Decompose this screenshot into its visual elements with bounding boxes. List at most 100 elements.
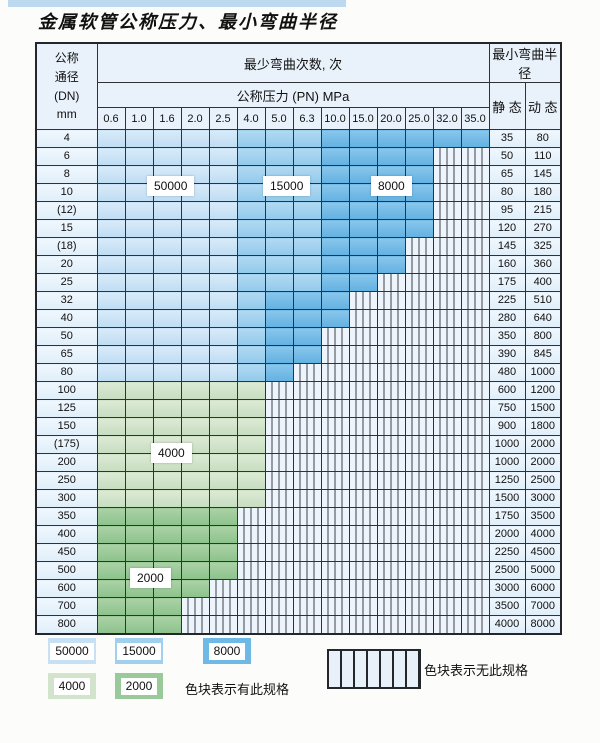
no-spec-cell xyxy=(432,543,462,562)
dn-cell: 20 xyxy=(35,255,98,274)
dynamic-radius-cell: 215 xyxy=(524,201,562,220)
no-spec-cell xyxy=(432,435,462,454)
no-spec-cell xyxy=(376,345,406,364)
spec-cell xyxy=(180,129,210,148)
spec-cell xyxy=(124,183,154,202)
table-row: 250 1250 2500 xyxy=(35,471,562,490)
no-spec-cell xyxy=(432,255,462,274)
dynamic-radius-cell: 1800 xyxy=(524,417,562,436)
no-spec-cell xyxy=(376,291,406,310)
legend-swatch-8000-label: 8000 xyxy=(208,642,246,660)
spec-cell xyxy=(124,273,154,292)
dynamic-radius-cell: 2500 xyxy=(524,471,562,490)
no-spec-cell xyxy=(320,363,350,382)
spec-cell xyxy=(348,219,378,238)
spec-cell xyxy=(236,291,266,310)
bend-cycles-header: 最少弯曲次数, 次 xyxy=(96,42,490,83)
no-spec-cell xyxy=(460,363,490,382)
legend-no-spec-hatch-box xyxy=(327,649,421,689)
no-spec-cell xyxy=(348,345,378,364)
static-radius-cell: 80 xyxy=(488,183,526,202)
table-row: 25 175 400 xyxy=(35,273,562,292)
spec-cell xyxy=(432,129,462,148)
table-row: 100 600 1200 xyxy=(35,381,562,400)
spec-cell xyxy=(320,237,350,256)
no-spec-cell xyxy=(404,579,434,598)
spec-cell xyxy=(152,345,182,364)
table-row: 6 50 110 xyxy=(35,147,562,166)
no-spec-cell xyxy=(432,183,462,202)
spec-cell xyxy=(96,399,126,418)
spec-cell xyxy=(264,309,294,328)
spec-cell xyxy=(124,417,154,436)
no-spec-cell xyxy=(236,615,266,635)
spec-cell xyxy=(236,489,266,508)
spec-cell xyxy=(124,129,154,148)
no-spec-cell xyxy=(320,381,350,400)
table-row: (12) 95 215 xyxy=(35,201,562,220)
dynamic-radius-cell: 180 xyxy=(524,183,562,202)
spec-cell xyxy=(236,471,266,490)
no-spec-cell xyxy=(320,345,350,364)
spec-cell xyxy=(348,129,378,148)
zone-label-2000: 2000 xyxy=(130,568,171,588)
spec-cell xyxy=(264,327,294,346)
spec-cell xyxy=(208,525,238,544)
spec-cell xyxy=(124,525,154,544)
dn-cell: 150 xyxy=(35,417,98,436)
no-spec-cell xyxy=(264,471,294,490)
spec-cell xyxy=(124,255,154,274)
no-spec-cell xyxy=(432,291,462,310)
spec-cell xyxy=(152,471,182,490)
no-spec-cell xyxy=(292,435,322,454)
spec-cell xyxy=(264,255,294,274)
no-spec-cell xyxy=(460,453,490,472)
table-row: 80 480 1000 xyxy=(35,363,562,382)
spec-cell xyxy=(404,201,434,220)
no-spec-cell xyxy=(404,507,434,526)
no-spec-cell xyxy=(292,381,322,400)
spec-cell xyxy=(208,327,238,346)
legend-swatch-4000: 4000 xyxy=(48,673,96,699)
no-spec-cell xyxy=(320,579,350,598)
static-radius-cell: 600 xyxy=(488,381,526,400)
dynamic-radius-cell: 5000 xyxy=(524,561,562,580)
static-radius-cell: 145 xyxy=(488,237,526,256)
dynamic-radius-cell: 4500 xyxy=(524,543,562,562)
no-spec-cell xyxy=(432,579,462,598)
spec-cell xyxy=(96,561,126,580)
table-row: 125 750 1500 xyxy=(35,399,562,418)
zone-label-8000: 8000 xyxy=(371,176,412,196)
dynamic-radius-cell: 640 xyxy=(524,309,562,328)
no-spec-cell xyxy=(404,525,434,544)
spec-cell xyxy=(208,255,238,274)
spec-cell xyxy=(348,255,378,274)
no-spec-cell xyxy=(376,363,406,382)
spec-cell xyxy=(124,309,154,328)
static-radius-cell: 4000 xyxy=(488,615,526,635)
pressure-value-header: 2.0 xyxy=(180,107,210,130)
decorative-top-strip xyxy=(8,0,346,7)
no-spec-cell xyxy=(376,507,406,526)
spec-cell xyxy=(180,417,210,436)
no-spec-cell xyxy=(460,345,490,364)
spec-cell xyxy=(152,309,182,328)
spec-cell xyxy=(152,381,182,400)
spec-cell xyxy=(96,291,126,310)
legend: 50000 15000 8000 4000 2000 色块表示有此规格 色块表示… xyxy=(0,633,600,743)
dynamic-radius-cell: 4000 xyxy=(524,525,562,544)
spec-cell xyxy=(208,237,238,256)
spec-cell xyxy=(124,165,154,184)
no-spec-cell xyxy=(264,525,294,544)
no-spec-cell xyxy=(460,165,490,184)
spec-cell xyxy=(264,147,294,166)
legend-swatch-8000: 8000 xyxy=(203,638,251,664)
spec-cell xyxy=(376,129,406,148)
dynamic-radius-cell: 7000 xyxy=(524,597,562,616)
dynamic-radius-cell: 510 xyxy=(524,291,562,310)
legend-no-spec-text: 色块表示无此规格 xyxy=(424,663,529,678)
spec-cell xyxy=(152,327,182,346)
no-spec-cell xyxy=(376,489,406,508)
no-spec-cell xyxy=(460,327,490,346)
dn-cell: 40 xyxy=(35,309,98,328)
